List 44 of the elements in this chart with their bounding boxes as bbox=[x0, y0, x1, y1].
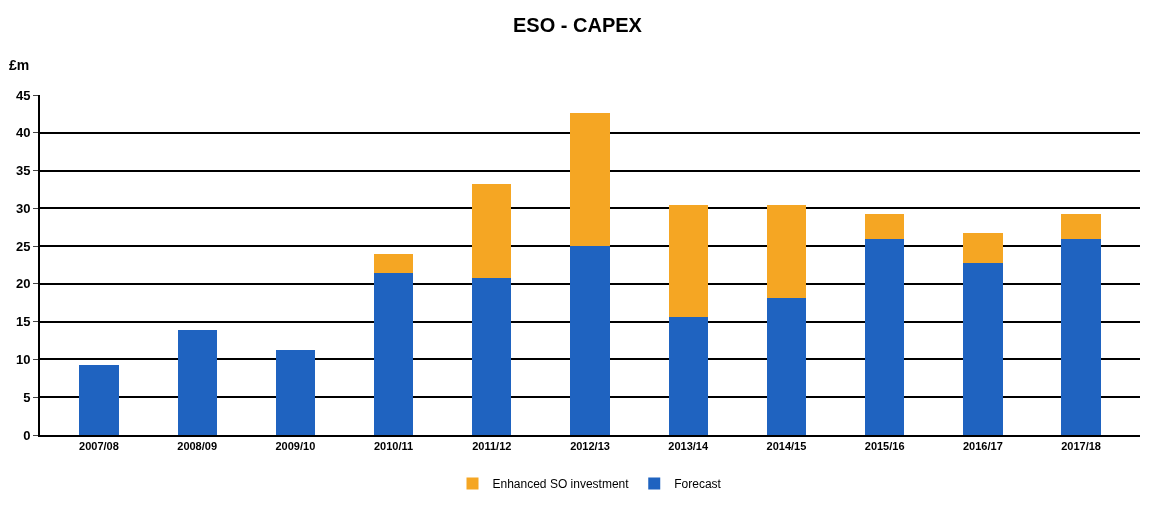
x-tick-label: 2012/13 bbox=[570, 440, 610, 453]
bar bbox=[472, 277, 512, 435]
bar bbox=[766, 298, 807, 435]
bar bbox=[865, 238, 905, 435]
bar bbox=[373, 253, 414, 273]
bar bbox=[668, 317, 708, 435]
legend-label: Enhanced SO investment bbox=[492, 477, 630, 492]
y-tick-label: 30 bbox=[15, 200, 31, 216]
bar bbox=[963, 263, 1003, 435]
y-tick-label: 10 bbox=[15, 351, 31, 367]
y-tick-label: 20 bbox=[15, 276, 31, 292]
bar bbox=[79, 365, 119, 435]
y-tick-label: 15 bbox=[15, 314, 31, 330]
x-tick-label: 2007/08 bbox=[79, 440, 119, 453]
x-tick-label: 2017/18 bbox=[1061, 440, 1101, 453]
bar bbox=[963, 233, 1003, 264]
x-tick-label: 2014/15 bbox=[766, 440, 807, 453]
bar bbox=[177, 329, 217, 435]
x-tick-label: 2016/17 bbox=[962, 440, 1003, 453]
bar bbox=[668, 204, 708, 318]
bar bbox=[865, 213, 905, 239]
bar bbox=[275, 349, 315, 435]
bar bbox=[570, 246, 610, 435]
bar bbox=[472, 184, 512, 278]
x-tick-label: 2015/16 bbox=[864, 440, 905, 453]
bar bbox=[1061, 213, 1101, 239]
x-tick-label: 2011/12 bbox=[472, 440, 512, 453]
bar bbox=[1061, 238, 1101, 435]
bar bbox=[373, 272, 414, 435]
y-tick-label: 25 bbox=[15, 238, 31, 254]
y-tick-label: 45 bbox=[15, 87, 31, 103]
y-tick-label: 5 bbox=[23, 389, 31, 405]
y-tick-label: 0 bbox=[23, 427, 31, 443]
x-tick-label: 2008/09 bbox=[177, 440, 218, 453]
y-axis-title: £m bbox=[9, 57, 30, 73]
legend-label: Forecast bbox=[674, 477, 722, 492]
bar bbox=[570, 113, 610, 247]
x-tick-label: 2009/10 bbox=[275, 440, 316, 453]
bar bbox=[766, 204, 807, 299]
x-tick-label: 2013/14 bbox=[668, 440, 709, 453]
y-tick-label: 35 bbox=[15, 163, 31, 179]
x-tick-label: 2010/11 bbox=[373, 440, 414, 453]
chart-title: ESO - CAPEX bbox=[513, 13, 643, 36]
y-tick-label: 40 bbox=[15, 125, 31, 141]
